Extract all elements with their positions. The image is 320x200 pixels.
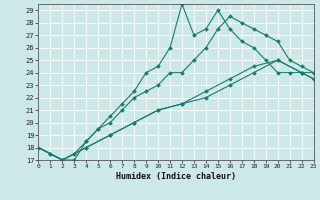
X-axis label: Humidex (Indice chaleur): Humidex (Indice chaleur) <box>116 172 236 181</box>
